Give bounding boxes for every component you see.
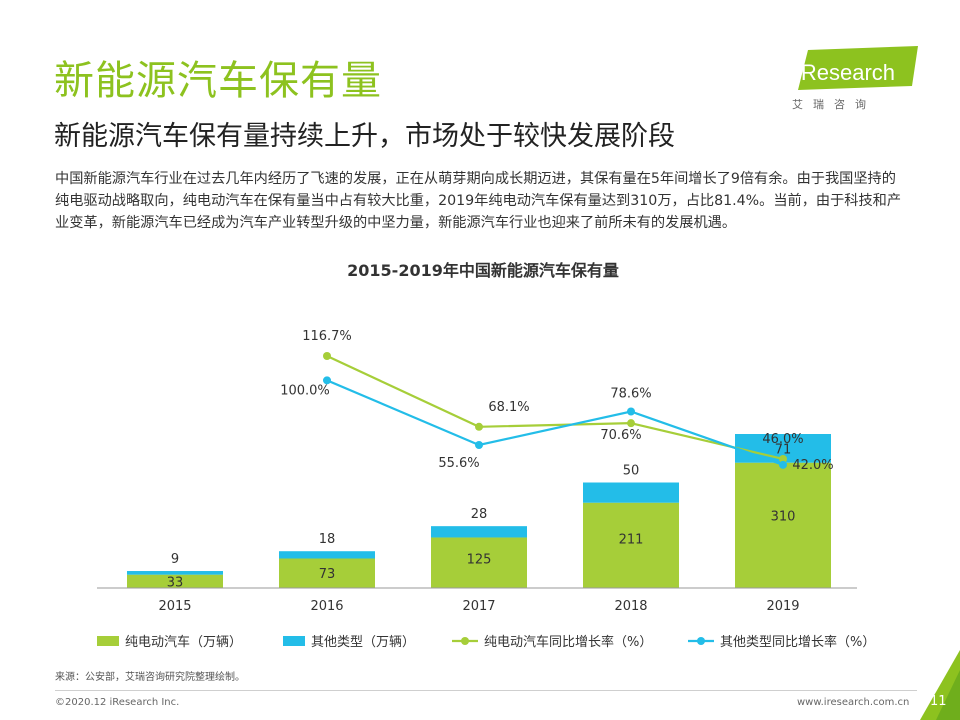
- bar-label-other-2015: 9: [171, 552, 179, 567]
- line-label-other-2016: 100.0%: [280, 383, 330, 398]
- line-label-bev-2019: 46.0%: [762, 432, 803, 447]
- x-tick-label-2018: 2018: [614, 599, 647, 614]
- bar-other-2016: [279, 551, 375, 559]
- legend-swatch-bev: [97, 636, 119, 646]
- bar-label-other-2018: 50: [623, 464, 640, 479]
- point-bev-2019: [779, 454, 787, 463]
- intro-paragraph: 中国新能源汽车行业在过去几年内经历了飞速的发展，正在从萌芽期向成长期迈进，其保有…: [55, 171, 902, 231]
- point-bev-2018: [627, 419, 635, 428]
- legend-marker-bev-growth: [461, 637, 469, 645]
- x-tick-label-2015: 2015: [158, 599, 191, 614]
- legend-label-other-growth: 其他类型同比增长率（%）: [720, 634, 875, 650]
- legend-item-other: 其他类型（万辆）: [283, 635, 415, 650]
- chart-title: 2015-2019年中国新能源汽车保有量: [347, 261, 619, 280]
- legend-label-bev-growth: 纯电动汽车同比增长率（%）: [484, 634, 652, 650]
- bar-other-2017: [431, 526, 527, 538]
- x-tick-label-2019: 2019: [766, 599, 799, 614]
- bar-label-bev-2019: 310: [771, 509, 796, 524]
- line-label-bev-2016: 116.7%: [302, 329, 352, 344]
- bar-label-other-2017: 28: [471, 507, 488, 522]
- footer-divider: [55, 690, 917, 691]
- legend-label-other: 其他类型（万辆）: [311, 635, 415, 650]
- bar-label-bev-2018: 211: [619, 533, 644, 548]
- line-label-other-2017: 55.6%: [438, 456, 479, 471]
- svg-text:iResearch: iResearch: [796, 60, 895, 85]
- line-bev: [326, 355, 784, 461]
- line-label-other-2018: 78.6%: [610, 387, 651, 402]
- bar-bev-2019: [735, 462, 831, 588]
- copyright-text: ©2020.12 iResearch Inc.: [55, 697, 180, 708]
- stock-chart: 2015-2019年中国新能源汽车保有量 33 9 73 18 125 28 211 50 31…: [97, 261, 875, 650]
- bar-label-bev-2017: 125: [467, 553, 492, 568]
- legend-label-bev: 纯电动汽车（万辆）: [125, 634, 242, 650]
- line-label-other-2019: 42.0%: [792, 458, 833, 473]
- point-bev-2016: [323, 352, 331, 360]
- point-other-2019: [779, 460, 787, 469]
- legend-item-bev-growth: 纯电动汽车同比增长率（%）: [452, 634, 652, 650]
- line-other: [326, 379, 784, 466]
- point-other-2017: [475, 441, 483, 450]
- legend-item-other-growth: 其他类型同比增长率（%）: [688, 634, 875, 650]
- point-bev-2017: [475, 422, 483, 431]
- legend-item-bev: 纯电动汽车（万辆）: [97, 634, 242, 650]
- bar-label-bev-2015: 33: [167, 575, 184, 590]
- bar-bev-2015: [127, 574, 223, 588]
- line-label-bev-2017: 68.1%: [488, 400, 529, 415]
- corner-decoration: [920, 650, 960, 720]
- source-note: 来源：公安部，艾瑞咨询研究院整理绘制。: [55, 672, 245, 683]
- page-number: 11: [930, 694, 947, 709]
- bar-bev-2017: [431, 537, 527, 588]
- bar-other-2018: [583, 482, 679, 503]
- bar-bev-2018: [583, 502, 679, 588]
- logo-subtitle: 艾瑞咨询: [792, 98, 876, 111]
- point-other-2018: [627, 407, 635, 416]
- iresearch-logo: iResearch: [796, 46, 918, 90]
- x-tick-label-2017: 2017: [462, 599, 495, 614]
- page-title: 新能源汽车保有量: [54, 58, 382, 104]
- bar-other-2015: [127, 571, 223, 575]
- line-label-bev-2018: 70.6%: [600, 428, 641, 443]
- bar-bev-2016: [279, 558, 375, 588]
- bar-label-other-2016: 18: [319, 532, 336, 547]
- legend-marker-other-growth: [697, 637, 705, 645]
- bar-label-bev-2016: 73: [319, 567, 336, 582]
- x-tick-label-2016: 2016: [310, 599, 343, 614]
- website-link[interactable]: www.iresearch.com.cn: [797, 697, 910, 708]
- legend-swatch-other: [283, 636, 305, 646]
- point-other-2016: [323, 376, 331, 385]
- page-subtitle: 新能源汽车保有量持续上升，市场处于较快发展阶段: [54, 121, 675, 152]
- bar-label-other-2019: 71: [775, 442, 792, 457]
